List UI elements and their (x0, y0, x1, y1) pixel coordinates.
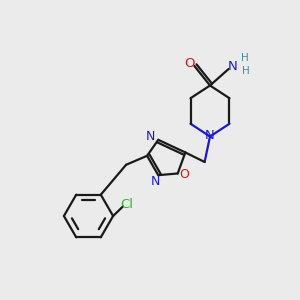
Text: N: N (205, 129, 215, 142)
Text: N: N (146, 130, 155, 143)
Text: N: N (227, 60, 237, 73)
Text: H: H (242, 65, 250, 76)
Text: O: O (179, 168, 189, 181)
Text: O: O (184, 57, 194, 70)
Text: N: N (151, 175, 160, 188)
Text: H: H (241, 52, 249, 63)
Text: Cl: Cl (120, 197, 134, 211)
